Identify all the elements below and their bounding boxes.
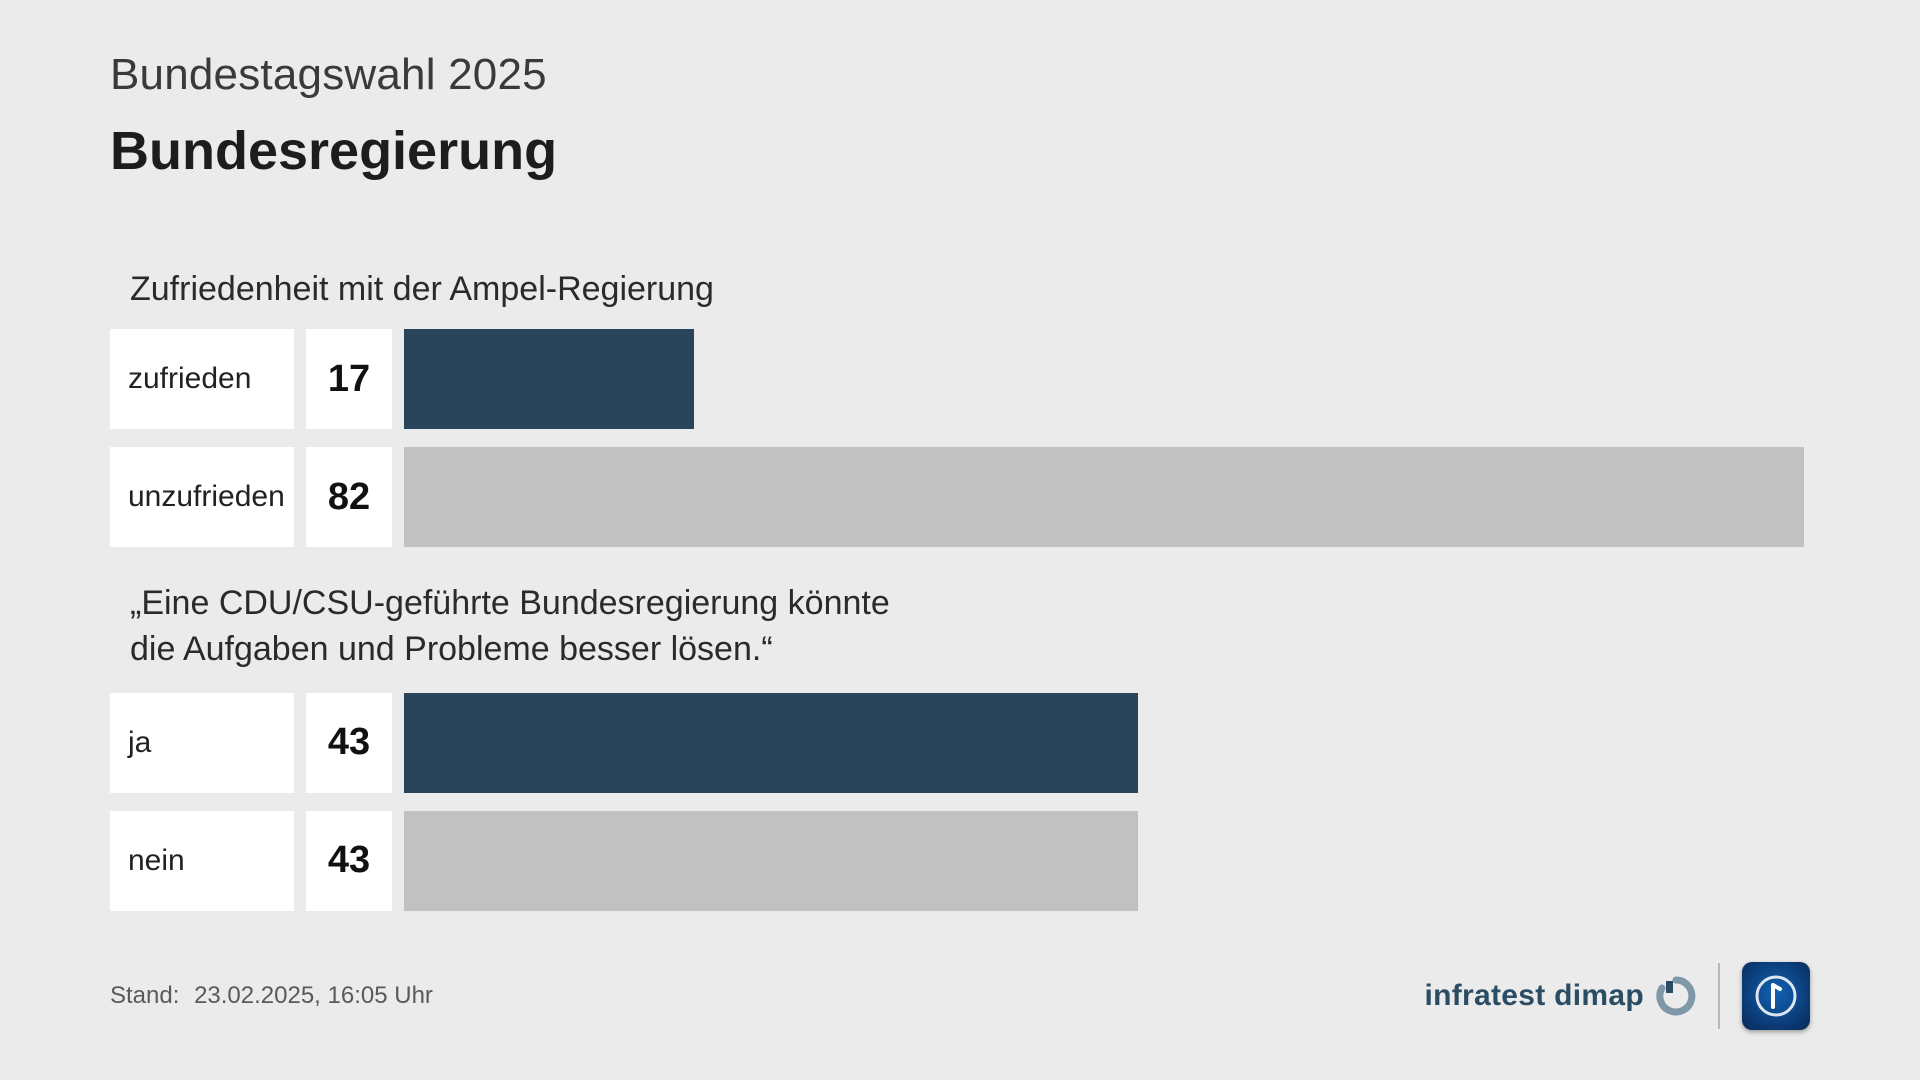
bar-track: [404, 693, 1810, 793]
section-title-1: Zufriedenheit mit der Ampel-Regierung: [130, 270, 1810, 309]
stand-value: 23.02.2025, 16:05 Uhr: [194, 982, 433, 1009]
stand-label: Stand:: [110, 982, 179, 1009]
section-2-rows: ja 43 nein 43: [110, 693, 1810, 911]
bar-label: ja: [110, 693, 294, 793]
bar-row: ja 43: [110, 693, 1810, 793]
logo-divider: [1718, 963, 1720, 1029]
das-erste-logo-icon: [1742, 962, 1810, 1030]
bar-fill: [404, 447, 1804, 547]
bar-row: nein 43: [110, 811, 1810, 911]
timestamp: Stand: 23.02.2025, 16:05 Uhr: [110, 982, 433, 1010]
bar-fill: [404, 811, 1138, 911]
chart-container: Bundestagswahl 2025 Bundesregierung Zufr…: [0, 0, 1920, 1080]
bar-label: unzufrieden: [110, 447, 294, 547]
bar-value: 82: [306, 447, 392, 547]
bar-label: nein: [110, 811, 294, 911]
eyebrow-text: Bundestagswahl 2025: [110, 50, 1810, 100]
logo-group: infratest dimap: [1424, 962, 1810, 1030]
bar-track: [404, 447, 1810, 547]
footer: Stand: 23.02.2025, 16:05 Uhr infratest d…: [110, 962, 1810, 1030]
infratest-logo: infratest dimap: [1424, 976, 1696, 1016]
bar-fill: [404, 329, 694, 429]
bar-row: unzufrieden 82: [110, 447, 1810, 547]
bar-track: [404, 329, 1810, 429]
bar-fill: [404, 693, 1138, 793]
bar-track: [404, 811, 1810, 911]
bar-label: zufrieden: [110, 329, 294, 429]
section-title-2: „Eine CDU/CSU-geführte Bundesregierung k…: [130, 581, 1810, 673]
bar-value: 43: [306, 811, 392, 911]
bar-row: zufrieden 17: [110, 329, 1810, 429]
page-title: Bundesregierung: [110, 120, 1810, 182]
bar-value: 17: [306, 329, 392, 429]
bar-value: 43: [306, 693, 392, 793]
section-1-rows: zufrieden 17 unzufrieden 82: [110, 329, 1810, 547]
infratest-text: infratest dimap: [1424, 979, 1644, 1013]
infratest-mark-icon: [1656, 976, 1696, 1016]
